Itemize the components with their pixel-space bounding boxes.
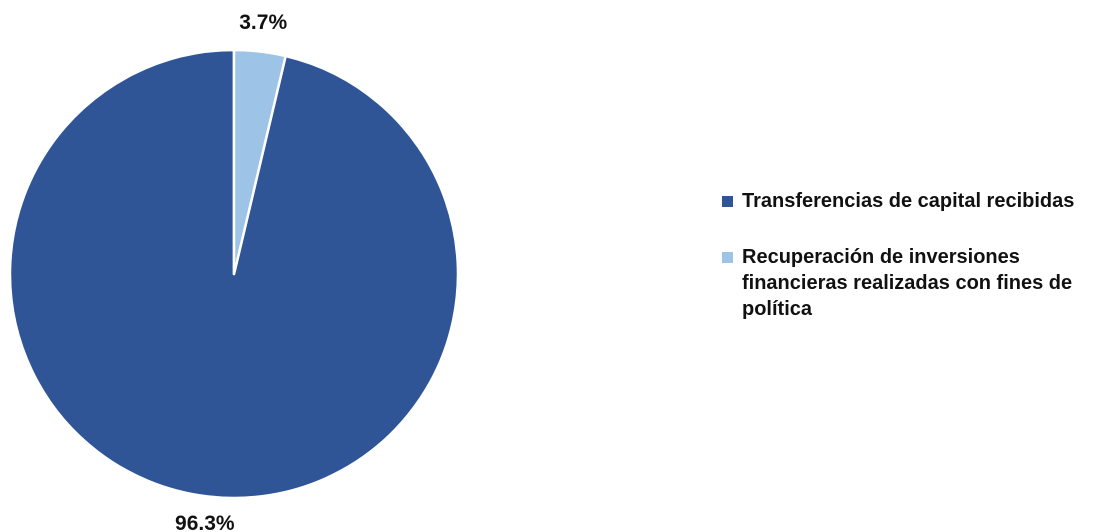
pie-data-labels: 96.3% 3.7% — [175, 11, 287, 532]
legend-label-recuperacion: Recuperación de inversiones financieras … — [742, 246, 1073, 320]
pie-slice-1 — [232, 48, 287, 276]
legend-swatch-recuperacion — [722, 252, 733, 263]
legend-item-transferencias: Transferencias de capital recibidas — [722, 188, 1114, 214]
legend-swatch-transferencias — [722, 196, 733, 207]
pie-data-label-1: 3.7% — [239, 11, 287, 34]
pie-slices — [8, 48, 460, 500]
legend-item-recuperacion: Recuperación de inversiones financieras … — [722, 244, 1114, 322]
legend-label-transferencias: Transferencias de capital recibidas — [742, 190, 1075, 212]
chart-legend: Transferencias de capital recibidas Recu… — [722, 188, 1114, 352]
pie-data-label-0: 96.3% — [175, 512, 235, 532]
